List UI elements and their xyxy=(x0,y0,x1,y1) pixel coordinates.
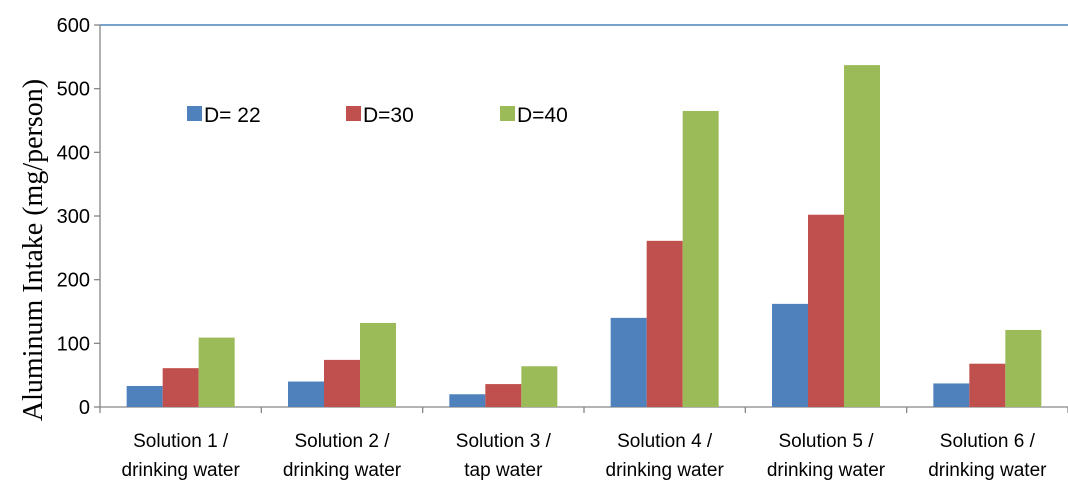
y-tick-label: 200 xyxy=(57,270,90,292)
y-tick-label: 600 xyxy=(57,15,90,37)
x-category-label: drinking water xyxy=(767,460,886,481)
x-category-label: Solution 3 / xyxy=(456,431,552,452)
y-tick-label: 100 xyxy=(57,333,90,355)
x-category-label: drinking water xyxy=(283,460,402,481)
bar-d30 xyxy=(969,363,1006,407)
bar-d40 xyxy=(1005,329,1042,407)
bar-d40 xyxy=(682,110,719,407)
bar-d30 xyxy=(162,368,199,407)
bars xyxy=(126,65,1042,408)
x-category-label: drinking water xyxy=(928,460,1047,481)
y-tick-label: 300 xyxy=(57,206,90,228)
x-category-label: Solution 2 / xyxy=(294,431,390,452)
bar-d40 xyxy=(521,366,558,407)
legend-swatch xyxy=(187,106,202,121)
x-category-label: Solution 5 / xyxy=(778,431,874,452)
legend-label: D=40 xyxy=(517,104,568,127)
bar-d40 xyxy=(360,322,396,407)
y-tick-label: 0 xyxy=(79,397,90,419)
legend-label: D=30 xyxy=(363,104,414,127)
bar-d30 xyxy=(808,214,844,407)
legend-label: D= 22 xyxy=(204,104,261,127)
bar-d40 xyxy=(844,65,880,408)
bar-d22 xyxy=(772,303,808,407)
x-category-label: drinking water xyxy=(606,460,725,481)
x-axis: Solution 1 / drinking water Solution 2 / dr… xyxy=(99,406,1068,481)
y-tick-label: 400 xyxy=(57,142,90,164)
bar-d22 xyxy=(933,383,970,407)
bar-d40 xyxy=(198,337,235,407)
y-tick-label: 500 xyxy=(57,79,90,101)
x-category-label: tap water xyxy=(464,460,543,481)
bar-d22 xyxy=(449,394,486,407)
legend-swatch xyxy=(500,106,515,121)
x-category-label: drinking water xyxy=(122,460,241,481)
bar-d22 xyxy=(288,381,324,407)
x-category-label: Solution 6 / xyxy=(940,431,1036,452)
x-category-label: Solution 4 / xyxy=(617,431,713,452)
x-category-label: Solution 1 / xyxy=(133,431,229,452)
y-axis-label: Aluminum Intake (mg/person) xyxy=(18,79,49,421)
legend: D= 22 D=30 D=40 xyxy=(187,104,568,127)
bar-d30 xyxy=(646,240,683,407)
y-axis: 0 100 200 300 400 500 600 xyxy=(57,15,101,419)
bar-d30 xyxy=(485,384,522,407)
bar-d30 xyxy=(324,359,360,407)
bar-d22 xyxy=(126,385,163,407)
bar-d22 xyxy=(610,317,647,407)
legend-swatch xyxy=(346,106,361,121)
